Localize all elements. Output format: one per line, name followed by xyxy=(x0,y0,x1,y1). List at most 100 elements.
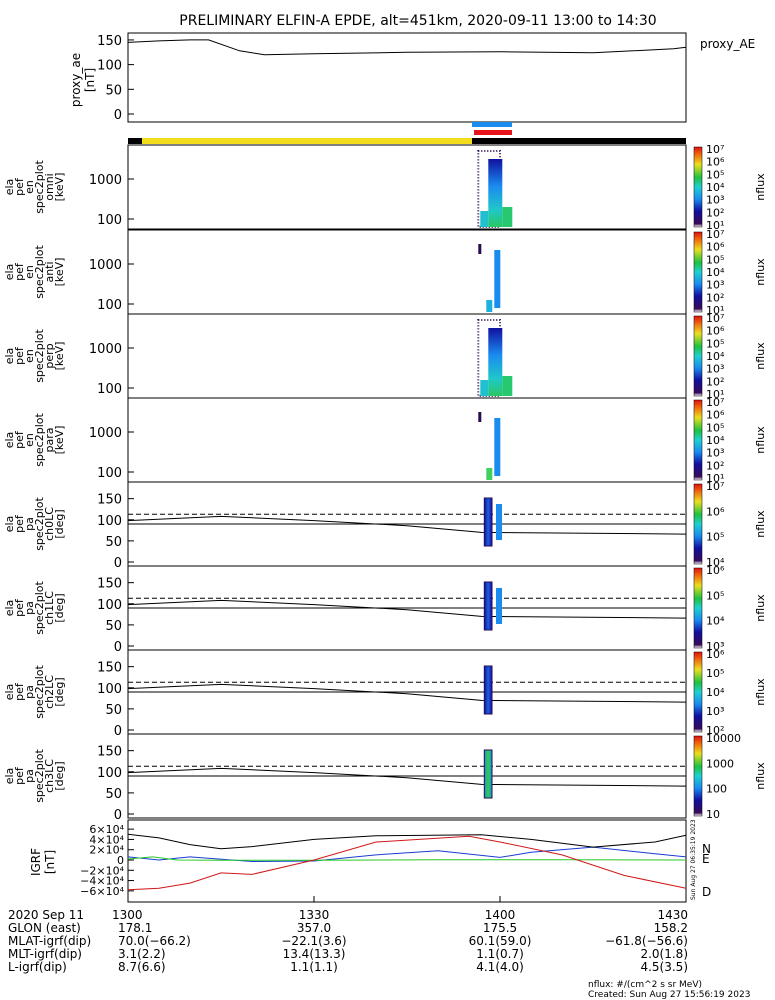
panel-ylabel-line: ela xyxy=(3,600,16,617)
colorbar-label-text: nflux xyxy=(754,426,767,454)
sidestamp-text: Sun Aug 27 06:35:19 2023 xyxy=(690,819,697,900)
panel-ylabel-line: pef xyxy=(13,346,26,365)
panel-ytick-label: 1000 xyxy=(89,426,122,441)
pa-flux-blob xyxy=(483,581,493,631)
colorbar-label: nflux xyxy=(754,594,767,622)
panel-ytick-label: 1000 xyxy=(89,342,122,357)
colorbar-tick-label: 10⁶ xyxy=(706,648,725,661)
panel-ylabel-line: pa xyxy=(23,517,36,531)
panel-frame xyxy=(127,397,687,483)
spectrogram-flux-core xyxy=(488,328,503,396)
colorbar-label-text: nflux xyxy=(754,762,767,790)
panel-ytick-label: 0 xyxy=(114,556,122,571)
ephemeris-value: 1.1(0.7) xyxy=(476,947,524,961)
colorbar-tick-label: 10⁴ xyxy=(706,686,725,699)
spectrogram-flux-core xyxy=(494,250,501,308)
ephemeris-row-label: MLAT-igrf(dip) xyxy=(8,934,91,948)
panel-ytick-label: 100 xyxy=(97,514,122,529)
colorbar-tick-label: 10² xyxy=(706,459,724,472)
colorbar-tick-label: 10⁵ xyxy=(706,168,724,181)
colorbar-tick-label: 10 xyxy=(706,808,720,821)
panel-ylabel-line: pef xyxy=(13,766,26,785)
colorbar-tick-label: 10³ xyxy=(706,705,724,718)
panel-ytick-label: 50 xyxy=(105,703,122,718)
colorbar-tick-label: 10⁴ xyxy=(706,181,725,194)
panel-frame xyxy=(127,229,687,315)
colorbar-tick-label: 10⁷ xyxy=(706,228,724,241)
footer-units: nflux: #/(cm^2 s sr MeV) xyxy=(588,980,702,990)
panel-ylabel-line: ch2LC xyxy=(43,675,56,709)
colorbar-tick-label: 10¹ xyxy=(706,388,724,401)
panel-igrf: IGRF [nT] −6×10⁴−4×10⁴−2×10⁴02×10⁴4×10⁴6… xyxy=(29,819,711,903)
colorbar-tick-label: 10¹ xyxy=(706,304,724,317)
panel-ylabel-line: [deg] xyxy=(53,593,66,622)
footer-created: Created: Sun Aug 27 15:56:19 2023 xyxy=(588,990,750,1000)
proxy-ae-ytick-label: 150 xyxy=(97,34,122,49)
spectrogram-flux-core xyxy=(488,159,503,227)
loss-cone-curve xyxy=(127,515,687,535)
panel-ytick-label: 0 xyxy=(114,640,122,655)
igrf-total-line xyxy=(127,833,687,850)
panel-ylabel-line: ela xyxy=(3,432,16,449)
proxy-ae-ytick-label: 100 xyxy=(97,59,122,74)
ephemeris-value: 158.2 xyxy=(654,921,688,935)
ephemeris-value: 70.0(−66.2) xyxy=(118,934,191,948)
panel-proxy-ae: proxy_ae [nT] 0 50 100 150 proxy_AE xyxy=(69,32,755,123)
panel-ytick-label: 50 xyxy=(105,619,122,634)
colorbar xyxy=(693,146,703,228)
panel-ylabel-line: spec2plot xyxy=(33,665,46,719)
status-bar-red xyxy=(474,130,512,135)
colorbar-label-text: nflux xyxy=(754,173,767,201)
colorbar-tick-label: 10⁵ xyxy=(706,337,724,350)
panel-ylabel-line: perp xyxy=(43,343,56,368)
colorbar xyxy=(693,231,703,313)
panel-ylabel-line: spec2plot xyxy=(33,245,46,299)
panel-ylabel-line: spec2plot xyxy=(33,749,46,803)
panel-ylabel-line: ela xyxy=(3,179,16,196)
proxy-ae-ylabel-line1: proxy_ae xyxy=(69,53,83,107)
panel-ytick-label: 100 xyxy=(97,466,122,481)
panel-spec-perp: elapefenspec2plotperp[keV]100100010¹10²1… xyxy=(3,312,767,401)
ephemeris-value: 1300 xyxy=(112,908,143,922)
colorbar xyxy=(693,399,703,481)
ephemeris-value: 4.1(4.0) xyxy=(476,960,524,974)
panel-ylabel-line: ch3LC xyxy=(43,759,56,793)
igrf-legend-n: N xyxy=(702,842,711,856)
spectrogram-flux-tail xyxy=(502,376,513,396)
panel-ylabel-line: spec2plot xyxy=(33,413,46,467)
panel-ylabel-line: pa xyxy=(23,685,36,699)
panel-ylabel-line: ela xyxy=(3,264,16,281)
panel-ylabel-line: para xyxy=(43,428,56,453)
plot-title: PRELIMINARY ELFIN-A EPDE, alt=451km, 202… xyxy=(179,13,656,29)
panel-ylabel-line: pef xyxy=(13,514,26,533)
loss-cone-curve xyxy=(127,599,687,619)
colorbar-tick-label: 10² xyxy=(706,375,724,388)
colorbar-label-text: nflux xyxy=(754,678,767,706)
panel-ylabel-line: en xyxy=(23,180,36,194)
panel-ylabel-line: pef xyxy=(13,682,26,701)
pa-flux-blob-secondary xyxy=(496,588,502,624)
ephemeris-value: 357.0 xyxy=(297,921,331,935)
ephemeris-row-label: L-igrf(dip) xyxy=(8,960,67,974)
panel-ylabel-line: [deg] xyxy=(53,761,66,790)
ephemeris-value: −61.8(−56.6) xyxy=(605,934,688,948)
colorbar-tick-label: 10² xyxy=(706,206,724,219)
panel-ylabel-line: omni xyxy=(43,173,56,200)
colorbar-tick-label: 10⁷ xyxy=(706,480,724,493)
ephemeris-value: 13.4(13.3) xyxy=(283,947,346,961)
colorbar-tick-label: 10³ xyxy=(706,640,724,653)
colorbar-tick-label: 10⁴ xyxy=(706,615,725,628)
proxy-ae-line xyxy=(127,39,687,56)
panel-ylabel-line: [keV] xyxy=(53,258,66,287)
colorbar-tick-label: 10⁷ xyxy=(706,143,724,156)
panel-ytick-label: 100 xyxy=(97,382,122,397)
ephemeris-row-label: 2020 Sep 11 xyxy=(8,908,84,922)
colorbar-tick-label: 10⁴ xyxy=(706,556,725,569)
proxy-ae-ytick-label: 0 xyxy=(114,108,122,123)
spectrogram-flux-core xyxy=(494,418,501,476)
colorbar-tick-label: 10⁷ xyxy=(706,312,724,325)
panel-spec-anti: elapefenspec2plotanti[keV]100100010¹10²1… xyxy=(3,228,767,317)
igrf-ytick-label: −6×10⁴ xyxy=(80,885,124,898)
